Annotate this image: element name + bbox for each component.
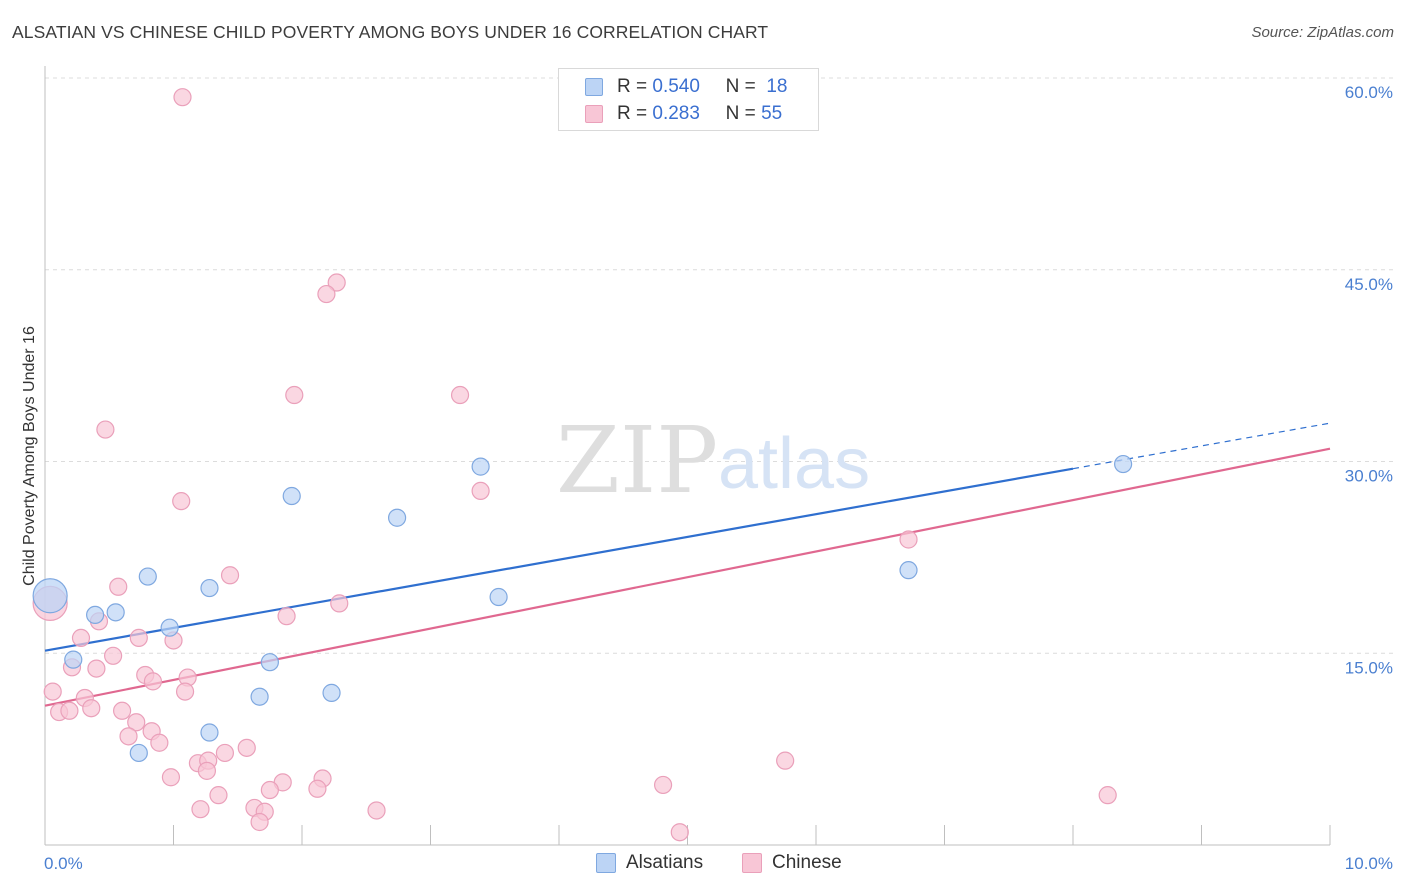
source-credit: Source: ZipAtlas.com bbox=[1251, 24, 1394, 41]
alsatian-point bbox=[282, 486, 301, 506]
y-tick-label: 45.0% bbox=[1345, 275, 1393, 294]
alsatian-point bbox=[64, 650, 83, 669]
x-tick-label: 10.0% bbox=[1345, 854, 1393, 873]
alsatian-point bbox=[200, 578, 219, 598]
watermark-atlas: atlas bbox=[718, 424, 870, 504]
alsatian-point bbox=[1114, 454, 1133, 474]
chinese-point bbox=[209, 786, 228, 805]
chinese-point bbox=[172, 492, 191, 511]
chinese-point bbox=[143, 672, 163, 691]
gridlines bbox=[45, 77, 1395, 654]
r-label: R = bbox=[617, 76, 648, 97]
chinese-point bbox=[104, 646, 123, 665]
chinese-point bbox=[285, 385, 304, 405]
chinese-point bbox=[112, 701, 132, 720]
chinese-point bbox=[776, 751, 795, 770]
chinese-point bbox=[277, 607, 296, 626]
y-tick-label: 15.0% bbox=[1345, 658, 1393, 677]
chinese-trend-line bbox=[44, 447, 1331, 707]
r-label: R = bbox=[617, 103, 648, 124]
legend-alsatians: Alsatians bbox=[596, 852, 703, 874]
chinese-point bbox=[173, 88, 192, 107]
chinese-swatch bbox=[742, 853, 762, 873]
chinese-point bbox=[260, 780, 279, 800]
chart-title: ALSATIAN VS CHINESE CHILD POVERTY AMONG … bbox=[12, 22, 769, 42]
alsatian-point bbox=[250, 687, 269, 706]
chinese-point bbox=[96, 420, 115, 439]
chinese-point bbox=[119, 727, 138, 746]
alsatians-swatch bbox=[585, 78, 603, 96]
chinese-point bbox=[899, 530, 918, 549]
chinese-point bbox=[60, 701, 79, 720]
alsatians-trend-line bbox=[44, 467, 1074, 652]
chinese-swatch bbox=[585, 105, 603, 123]
chinese-point bbox=[327, 273, 346, 292]
chinese-point bbox=[450, 385, 470, 405]
r-value: 0.283 bbox=[652, 103, 700, 124]
chinese-point bbox=[87, 659, 106, 678]
chinese-point bbox=[250, 812, 269, 832]
chinese-point bbox=[109, 577, 128, 596]
legend-row-chinese: R = 0.283 N = 55 bbox=[585, 101, 782, 127]
chinese-point bbox=[220, 566, 240, 585]
data-points bbox=[32, 88, 1133, 842]
y-tick-label: 30.0% bbox=[1345, 467, 1393, 486]
chinese-point bbox=[175, 682, 195, 701]
chinese-point bbox=[43, 682, 62, 701]
alsatian-point bbox=[138, 567, 157, 586]
correlation-legend: R = 0.540 N = 18 R = 0.283 N = 55 bbox=[558, 68, 819, 131]
r-value: 0.540 bbox=[652, 76, 700, 97]
y-axis-label: Child Poverty Among Boys Under 16 bbox=[21, 326, 38, 586]
legend-chinese-label: Chinese bbox=[772, 852, 842, 873]
watermark: ZIP atlas bbox=[556, 407, 870, 514]
alsatian-point bbox=[86, 605, 105, 625]
trend-lines bbox=[44, 422, 1331, 707]
alsatian-point bbox=[899, 561, 918, 580]
alsatian-point bbox=[129, 743, 148, 763]
alsatian-point bbox=[489, 587, 508, 607]
chinese-point bbox=[317, 284, 336, 304]
legend-chinese: Chinese bbox=[742, 852, 842, 874]
chinese-point bbox=[129, 628, 148, 648]
alsatian-point bbox=[106, 603, 125, 622]
chinese-point bbox=[197, 761, 217, 780]
chinese-point bbox=[191, 800, 210, 819]
n-value: 18 bbox=[766, 76, 788, 97]
alsatian-point bbox=[322, 683, 341, 702]
alsatian-point bbox=[200, 723, 219, 742]
alsatians-swatch bbox=[596, 853, 616, 873]
chinese-point bbox=[367, 801, 386, 820]
n-label: N = bbox=[725, 103, 756, 124]
chinese-point bbox=[71, 628, 91, 648]
chinese-point bbox=[215, 743, 234, 763]
x-tick-label: 0.0% bbox=[44, 854, 83, 873]
chinese-point bbox=[127, 713, 146, 732]
watermark-zip: ZIP bbox=[556, 407, 718, 514]
chinese-point bbox=[471, 481, 490, 501]
n-label: N = bbox=[725, 76, 756, 97]
legend-row-alsatians: R = 0.540 N = 18 bbox=[585, 74, 787, 100]
chinese-point bbox=[653, 775, 673, 795]
y-tick-label: 60.0% bbox=[1345, 83, 1393, 102]
tick-labels: 15.0% 30.0% 45.0% 60.0% 0.0% 10.0% bbox=[44, 83, 1393, 873]
alsatian-point bbox=[160, 618, 179, 637]
n-value: 55 bbox=[761, 103, 783, 124]
chinese-point bbox=[670, 823, 689, 842]
alsatian-point bbox=[32, 578, 68, 614]
alsatian-point bbox=[471, 457, 490, 476]
chinese-point bbox=[1098, 786, 1117, 805]
chinese-point bbox=[161, 768, 181, 787]
chinese-point bbox=[150, 733, 169, 752]
chinese-point bbox=[237, 738, 256, 757]
chinese-point bbox=[308, 779, 327, 798]
alsatian-point bbox=[387, 508, 407, 527]
chinese-point bbox=[82, 699, 101, 718]
alsatian-point bbox=[260, 653, 279, 672]
chinese-point bbox=[330, 594, 349, 613]
legend-alsatians-label: Alsatians bbox=[626, 852, 704, 873]
